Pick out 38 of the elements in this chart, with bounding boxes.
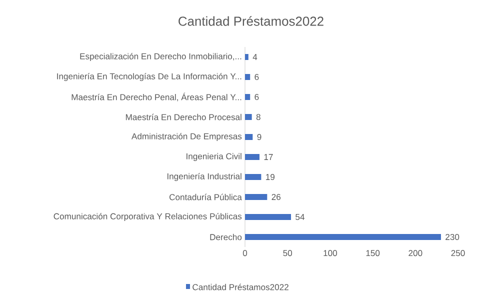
data-label: 54: [296, 214, 304, 220]
y-tick-label: Contaduría Pública: [170, 194, 242, 200]
y-tick-label: Especialización En Derecho Inmobiliario,...: [80, 52, 242, 62]
x-tick-label: 200: [408, 250, 422, 256]
legend-label: Cantidad Préstamos2022: [192, 284, 288, 290]
data-label: 6: [254, 74, 259, 80]
data-label: 26: [272, 194, 281, 200]
bar: [245, 114, 252, 120]
chart-title: Cantidad Préstamos2022: [178, 16, 324, 26]
data-label: 6: [254, 94, 259, 100]
bar: [245, 94, 250, 100]
bar: [245, 174, 262, 180]
bar: [245, 154, 260, 160]
y-tick-label: Administración De Empresas: [131, 132, 242, 142]
bar: [245, 134, 253, 140]
data-label: 17: [264, 154, 273, 160]
data-label: 19: [266, 174, 275, 180]
y-tick-label: Ingeniería Industrial: [167, 172, 242, 182]
x-tick-label: 100: [324, 250, 338, 256]
y-tick-label: Maestría En Derecho Penal, Áreas Penal Y...: [72, 92, 242, 102]
bar: [245, 54, 248, 60]
y-tick-label: Comunicación Corporativa Y Relaciones Públicas: [54, 212, 242, 222]
bar: [245, 74, 250, 80]
data-label: 8: [256, 114, 260, 120]
x-tick-label: 0: [242, 250, 248, 256]
bar: [245, 214, 292, 220]
bar: [245, 194, 268, 200]
y-tick-label: Derecho: [210, 234, 242, 240]
y-tick-label: Maestría En Derecho Procesal: [126, 114, 242, 120]
y-tick-label: Ingeniería En Tecnologías De La Información Y...: [57, 72, 242, 82]
data-label: 230: [446, 234, 460, 240]
bar: [245, 234, 441, 240]
data-label: 9: [257, 134, 262, 140]
data-label: 4: [252, 54, 258, 60]
x-tick-label: 150: [366, 250, 380, 256]
y-tick-label: Ingenieria Civil: [186, 153, 242, 161]
x-tick-label: 50: [283, 250, 292, 256]
x-tick-label: 250: [451, 250, 465, 256]
